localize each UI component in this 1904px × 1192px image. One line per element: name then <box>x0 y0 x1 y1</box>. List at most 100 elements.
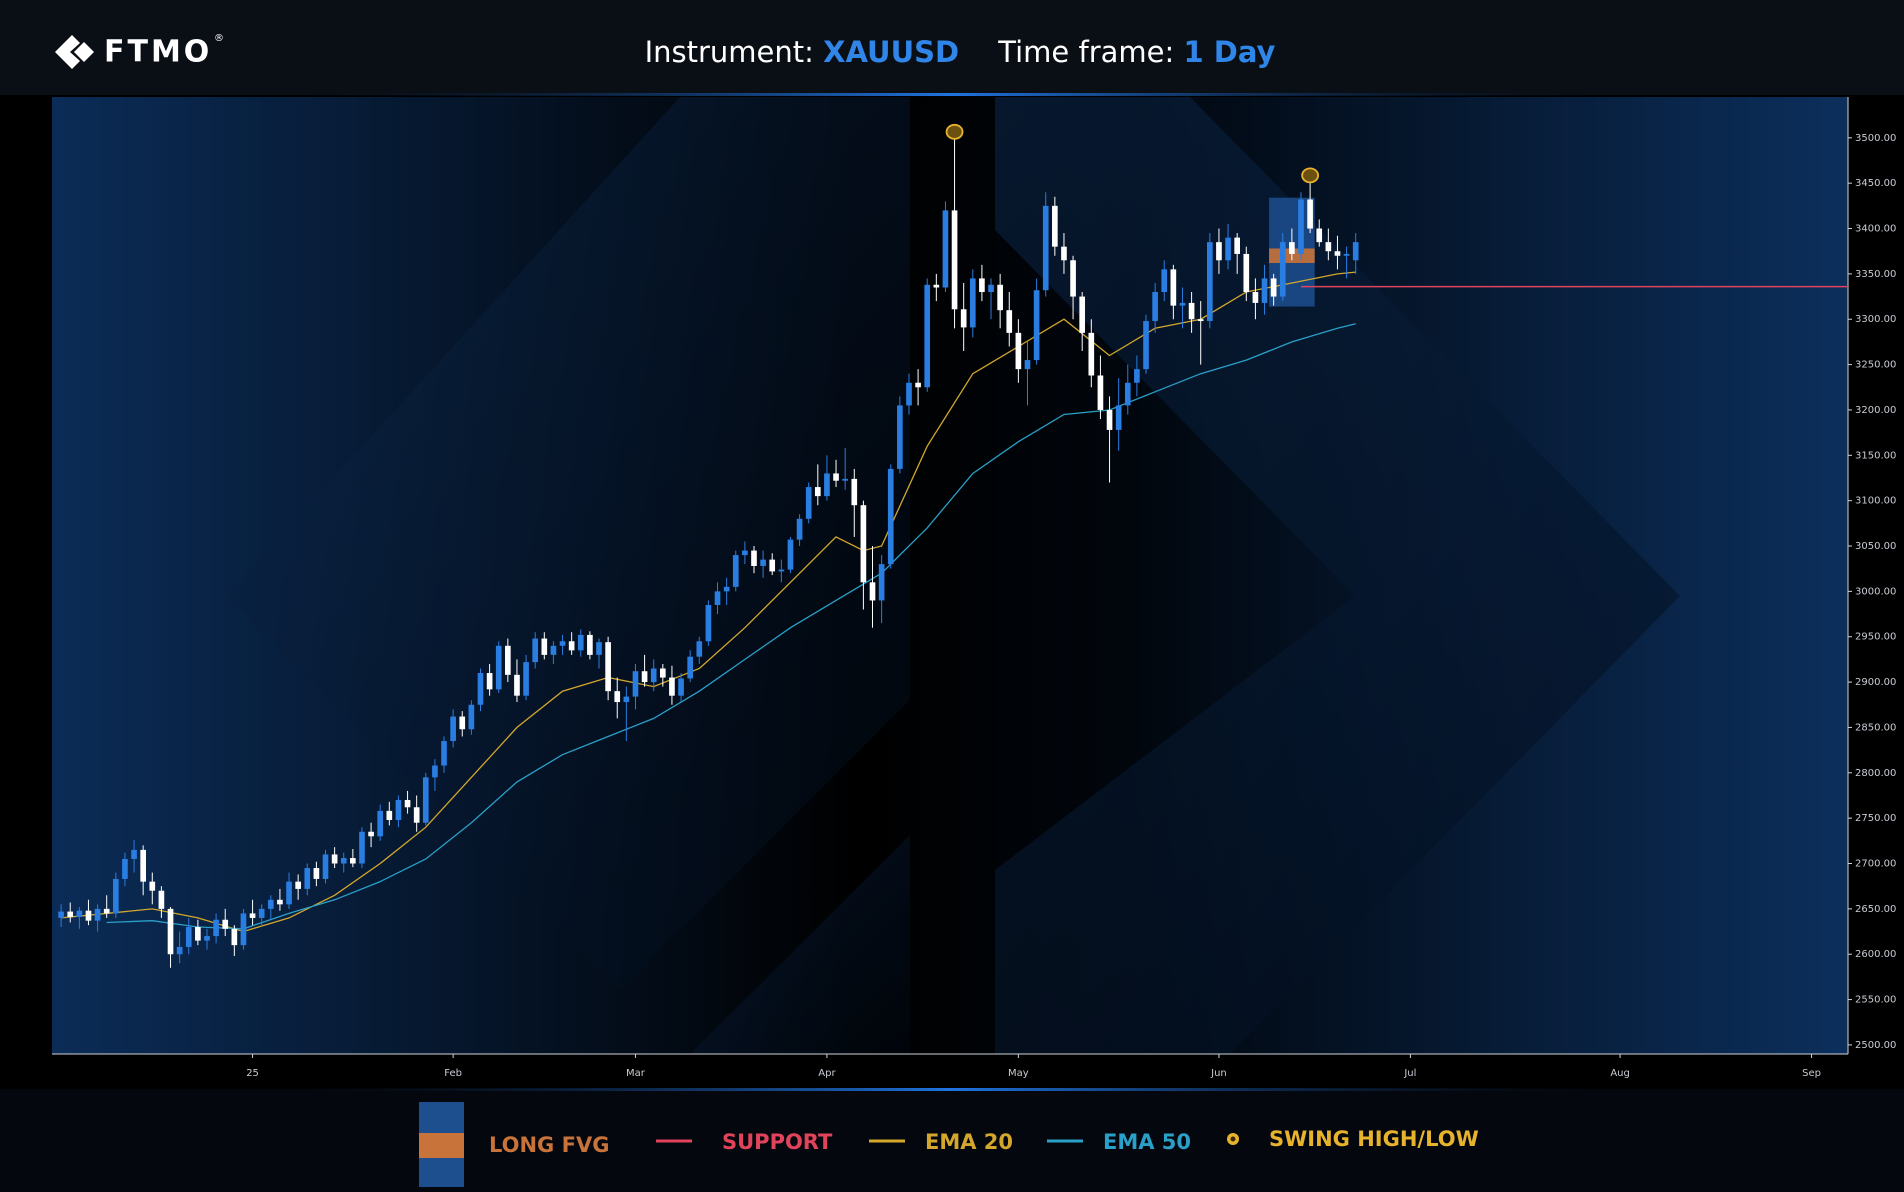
candle-body <box>1352 242 1359 261</box>
logo-text: FTMO <box>104 35 212 70</box>
y-tick-label: 3450.00 <box>1855 178 1896 189</box>
candle-body <box>805 487 812 519</box>
y-tick-label: 2850.00 <box>1855 722 1896 733</box>
candle-body <box>231 928 238 946</box>
candle-body <box>796 518 803 540</box>
candle-body <box>687 656 693 679</box>
header-glow <box>300 93 1600 96</box>
candle-body <box>659 668 666 678</box>
candle-body <box>195 927 201 941</box>
candle-body <box>1270 278 1277 297</box>
header-title: Instrument: XAUUSD Time frame: 1 Day <box>645 35 1276 69</box>
candle-body <box>103 908 110 914</box>
candle-body <box>960 309 967 328</box>
candle-body <box>213 919 219 937</box>
decor-shape <box>226 97 910 990</box>
background-logo <box>226 97 1680 1054</box>
candle-body <box>167 908 174 955</box>
candle-body <box>669 677 675 696</box>
legend-swatch <box>419 1133 464 1158</box>
candle-body <box>559 641 566 646</box>
legend-bar <box>0 1089 1904 1192</box>
x-tick-label: Jul <box>1403 1068 1416 1079</box>
y-tick-label: 3150.00 <box>1855 450 1896 461</box>
candle-body <box>468 704 475 730</box>
candle-body <box>1307 199 1313 229</box>
candle-body <box>286 881 292 905</box>
y-tick-label: 2500.00 <box>1855 1040 1896 1051</box>
candle-body <box>140 849 146 882</box>
candle-body <box>678 678 684 696</box>
candle-body <box>267 899 274 909</box>
candle-body <box>897 405 903 469</box>
candle-body <box>350 858 356 864</box>
x-tick-label: Apr <box>818 1068 836 1079</box>
candle-body <box>869 582 876 601</box>
candle-body <box>386 810 393 820</box>
y-tick-label: 2600.00 <box>1855 949 1896 960</box>
candle-body <box>814 487 821 497</box>
candle-body <box>906 382 912 406</box>
candle-body <box>258 908 265 918</box>
candle-body <box>505 645 511 675</box>
y-tick-label: 3100.00 <box>1855 496 1896 507</box>
candle-body <box>997 284 1003 311</box>
candle-body <box>1252 292 1259 303</box>
candle-body <box>915 382 921 388</box>
candle-body <box>404 800 411 808</box>
candle-body <box>1052 205 1058 247</box>
y-tick-label: 2950.00 <box>1855 632 1896 643</box>
candle-body <box>322 854 329 879</box>
y-tick-label: 2800.00 <box>1855 768 1896 779</box>
y-tick-label: 3400.00 <box>1855 224 1896 235</box>
candle-body <box>860 505 867 583</box>
candle-body <box>596 642 602 655</box>
candle-body <box>751 550 757 566</box>
candle-body <box>450 716 456 742</box>
swing-marker <box>945 123 964 140</box>
y-tick-label: 2750.00 <box>1855 813 1896 824</box>
candle-body <box>577 634 584 651</box>
legend-swatch <box>1230 1136 1236 1142</box>
candle-body <box>523 662 529 696</box>
candle-body <box>532 638 539 663</box>
candle-body <box>131 849 137 859</box>
candle-body <box>878 564 885 601</box>
candle-body <box>422 777 429 823</box>
logo-icon <box>55 35 80 69</box>
candle-body <box>833 473 839 481</box>
timeframe-label: Time frame: <box>997 35 1174 69</box>
candle-body <box>486 673 493 690</box>
candle-body <box>778 569 785 572</box>
candle-body <box>623 696 630 703</box>
candle-body <box>1042 205 1049 291</box>
candle-body <box>495 645 502 690</box>
candle-body <box>112 878 119 914</box>
candle-body <box>1225 237 1231 261</box>
legend-label: SUPPORT <box>722 1130 833 1154</box>
candle-body <box>58 911 64 918</box>
logo-icon <box>74 42 94 62</box>
candle-body <box>67 911 74 918</box>
y-tick-label: 2900.00 <box>1855 677 1896 688</box>
candle-body <box>295 881 301 889</box>
candle-body <box>176 946 183 955</box>
candle-body <box>395 800 402 820</box>
candle-body <box>723 586 730 592</box>
candle-body <box>1152 292 1158 322</box>
candle-body <box>769 559 776 572</box>
candle-body <box>158 890 165 909</box>
candle-body <box>541 638 548 655</box>
candle-body <box>377 810 384 837</box>
legend-label: SWING HIGH/LOW <box>1269 1127 1479 1151</box>
candle-body <box>1006 310 1013 333</box>
candle-body <box>942 210 949 288</box>
y-tick-label: 3250.00 <box>1855 360 1896 371</box>
candle-body <box>1115 405 1122 430</box>
candle-body <box>605 642 611 692</box>
candle-body <box>331 854 338 864</box>
candle-body <box>249 913 256 918</box>
candle-body <box>714 591 721 605</box>
x-tick-label: Jun <box>1210 1068 1227 1079</box>
candle-body <box>1033 290 1040 361</box>
